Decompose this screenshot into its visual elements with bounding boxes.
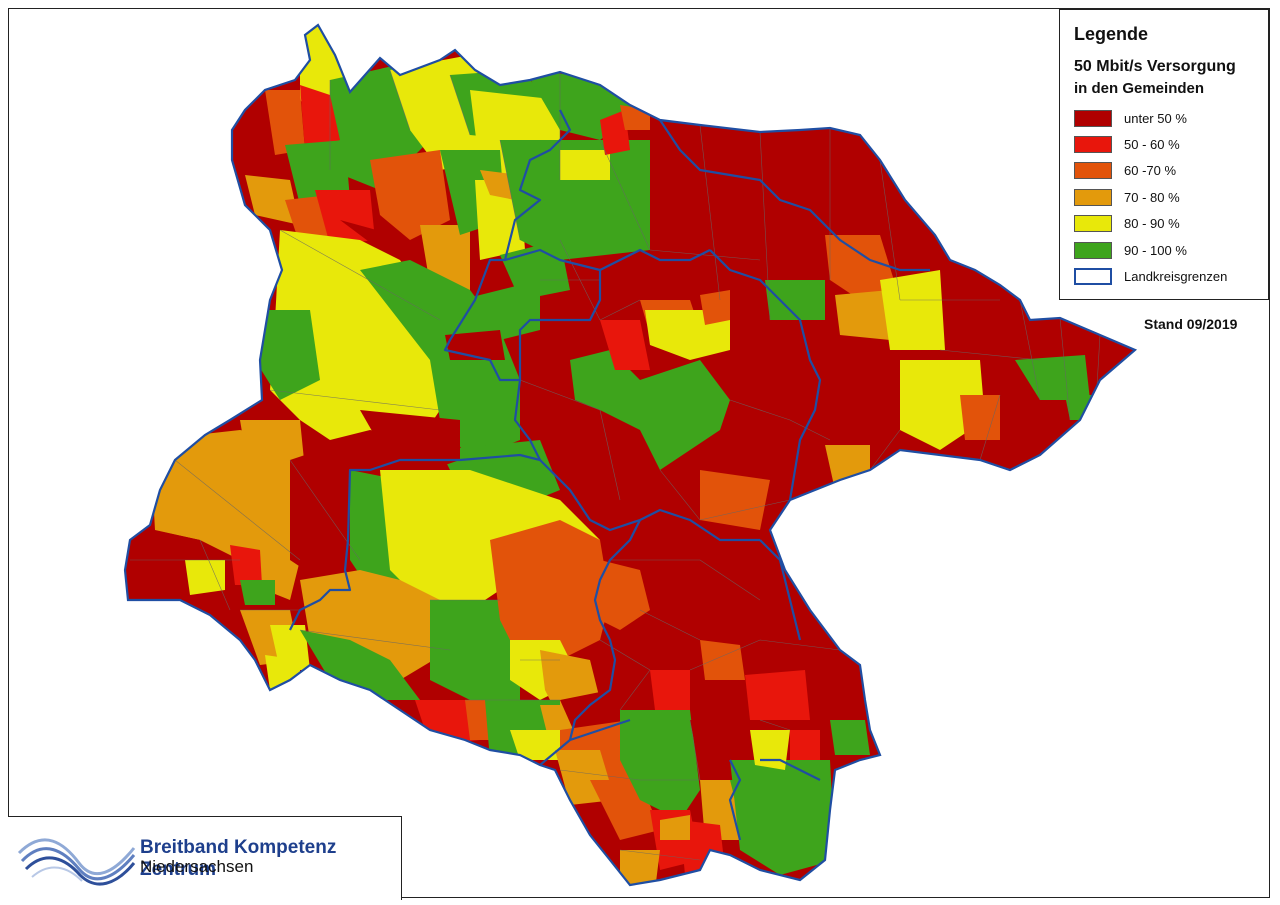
legend-row: 60 -70 % bbox=[1074, 158, 1268, 184]
legend-swatch bbox=[1074, 136, 1112, 154]
logo-line-1: Breitband Kompetenz Zentrum bbox=[140, 837, 337, 880]
legend-row: 70 - 80 % bbox=[1074, 184, 1268, 210]
legend-row: 80 - 90 % bbox=[1074, 211, 1268, 237]
swoosh-logo-icon bbox=[17, 838, 136, 886]
logo-box: Breitband Kompetenz Zentrum Niedersachse… bbox=[8, 816, 402, 900]
map-legend: Legende 50 Mbit/s Versorgung in den Geme… bbox=[1059, 9, 1269, 300]
legend-label: 70 - 80 % bbox=[1124, 189, 1180, 205]
legend-swatch bbox=[1074, 109, 1112, 127]
legend-swatch bbox=[1074, 188, 1112, 206]
legend-row-border: Landkreisgrenzen bbox=[1074, 263, 1268, 289]
legend-label: 80 - 90 % bbox=[1124, 216, 1180, 232]
legend-swatch-border bbox=[1074, 268, 1112, 286]
legend-label: unter 50 % bbox=[1124, 110, 1187, 126]
legend-swatch bbox=[1074, 241, 1112, 259]
legend-swatch bbox=[1074, 215, 1112, 233]
legend-row: unter 50 % bbox=[1074, 105, 1268, 131]
legend-label: 90 - 100 % bbox=[1124, 242, 1187, 258]
legend-subtitle-line1: 50 Mbit/s Versorgung bbox=[1074, 58, 1236, 75]
date-stamp: Stand 09/2019 bbox=[1144, 316, 1238, 332]
logo-line-2: Niedersachsen bbox=[140, 857, 254, 876]
legend-row: 90 - 100 % bbox=[1074, 237, 1268, 263]
legend-row: 50 - 60 % bbox=[1074, 131, 1268, 157]
legend-label-border: Landkreisgrenzen bbox=[1124, 269, 1228, 285]
legend-swatch bbox=[1074, 162, 1112, 180]
legend-subtitle-line2: in den Gemeinden bbox=[1074, 80, 1205, 97]
map-frame bbox=[8, 8, 1270, 898]
legend-title: Legende bbox=[1074, 24, 1149, 44]
legend-label: 50 - 60 % bbox=[1124, 137, 1180, 153]
legend-label: 60 -70 % bbox=[1124, 163, 1177, 179]
